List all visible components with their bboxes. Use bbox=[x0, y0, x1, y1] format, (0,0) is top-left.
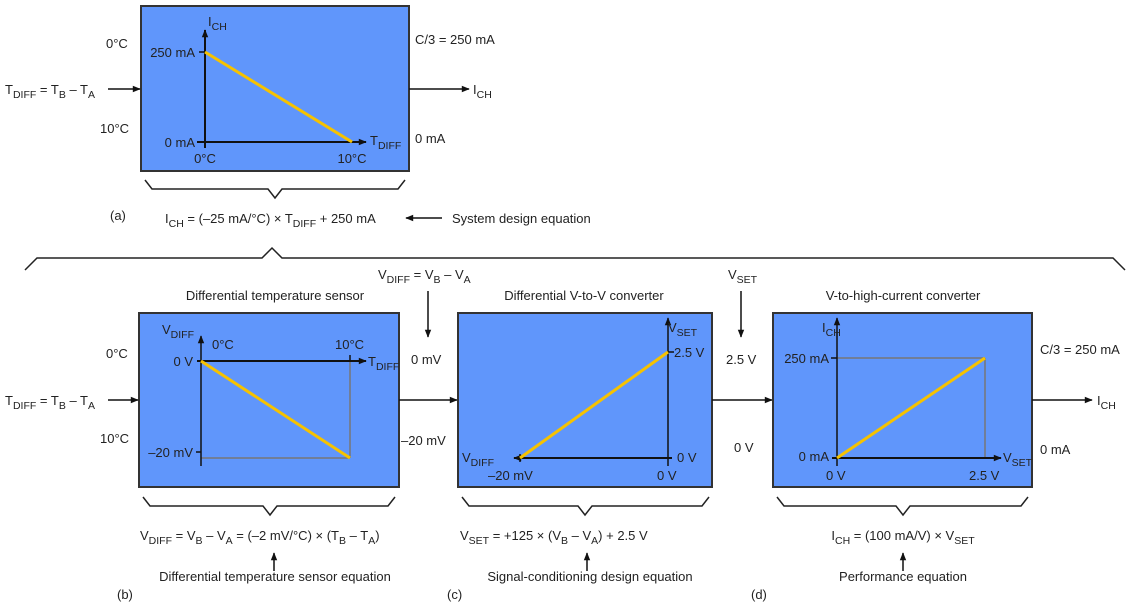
equation: ICH​ = (100 mA/V) × VSET​ bbox=[831, 528, 975, 547]
x-tick-right: 10°C bbox=[337, 151, 366, 166]
signal-bottom: 0 V bbox=[734, 440, 754, 455]
y-tick-top: 2.5 V bbox=[674, 345, 705, 360]
x-tick-left: 0°C bbox=[194, 151, 216, 166]
brace bbox=[776, 496, 1029, 517]
input-top: 0°C bbox=[106, 36, 128, 51]
y-tick-top: 0 V bbox=[173, 354, 193, 369]
transfer-curve bbox=[200, 359, 351, 460]
y-axis-label: ICH​ bbox=[208, 14, 227, 33]
signal-c-to-d: VSET​ 2.5 V 0 V bbox=[712, 267, 773, 455]
y-axis-label: ICH​ bbox=[822, 320, 841, 339]
x-axis-label: TDIFF​ bbox=[368, 354, 399, 373]
brace bbox=[144, 179, 406, 200]
block-title: Differential V-to-V converter bbox=[504, 288, 664, 303]
signal-top: 0 mV bbox=[411, 352, 442, 367]
equation-note: Performance equation bbox=[839, 569, 967, 584]
x-axis-label: VSET​ bbox=[1003, 450, 1033, 469]
equation: ICH​ = (–25 mA/°C) × TDIFF​ + 250 mA bbox=[165, 211, 376, 230]
y-tick-bottom: 0 mA bbox=[165, 135, 196, 150]
panel-label: (a) bbox=[110, 208, 126, 223]
transfer-curve bbox=[836, 356, 986, 460]
output-bottom: 0 mA bbox=[1040, 442, 1071, 457]
transfer-curve bbox=[204, 50, 353, 144]
panel-label: (c) bbox=[447, 587, 462, 602]
output-bottom: 0 mA bbox=[415, 131, 446, 146]
input-label: TDIFF​ = TB​ – TA​ bbox=[5, 82, 95, 101]
y-tick-bottom: 0 mA bbox=[799, 449, 830, 464]
output-top: C/3 = 250 mA bbox=[1040, 342, 1120, 357]
signal-top: 2.5 V bbox=[726, 352, 757, 367]
brace bbox=[461, 496, 710, 517]
converter-block bbox=[457, 312, 713, 488]
equation-note: Signal-conditioning design equation bbox=[487, 569, 692, 584]
output-top: C/3 = 250 mA bbox=[415, 32, 495, 47]
input-bottom: 10°C bbox=[100, 121, 129, 136]
panel-a: ICH​ 250 mA 0 mA 0°C 10°C TDIFF​ 0°C TDI… bbox=[5, 5, 591, 230]
block-title: V-to-high-current converter bbox=[826, 288, 981, 303]
signal-label: VDIFF​ = VB​ – VA​ bbox=[378, 267, 471, 286]
x-tick-right: 2.5 V bbox=[969, 468, 1000, 483]
y-axis-label: VDIFF​ bbox=[162, 322, 194, 341]
output-label: ICH​ bbox=[1097, 393, 1116, 412]
y-tick-bottom: –20 mV bbox=[148, 445, 193, 460]
equation: VSET​ = +125 × (VB​ – VA​) + 2.5 V bbox=[460, 528, 648, 547]
panel-d: V-to-high-current converter ICH​ 250 mA … bbox=[751, 288, 1120, 602]
x-tick-left: 0°C bbox=[212, 337, 234, 352]
signal-b-to-c: VDIFF​ = VB​ – VA​ 0 mV –20 mV bbox=[378, 267, 471, 448]
equation: VDIFF​ = VB​ – VA​ = (–2 mV/°C) × (TB​ –… bbox=[140, 528, 380, 547]
input-label: TDIFF​ = TB​ – TA​ bbox=[5, 393, 95, 412]
block-title: Differential temperature sensor bbox=[186, 288, 365, 303]
x-axis-label: TDIFF​ bbox=[370, 133, 401, 152]
y-tick-top: 250 mA bbox=[784, 351, 829, 366]
x-tick-right: 0 V bbox=[657, 468, 677, 483]
big-brace bbox=[24, 246, 1126, 271]
x-axis-label: VDIFF​ bbox=[462, 450, 494, 469]
transfer-curve bbox=[519, 350, 669, 460]
panel-label: (d) bbox=[751, 587, 767, 602]
y-axis-label: VSET​ bbox=[668, 320, 698, 339]
y-tick-top: 250 mA bbox=[150, 45, 195, 60]
input-bottom: 10°C bbox=[100, 431, 129, 446]
panel-c: Differential V-to-V converter VSET​ 2.5 … bbox=[447, 288, 713, 602]
x-tick-left: –20 mV bbox=[488, 468, 533, 483]
x-tick-right: 10°C bbox=[335, 337, 364, 352]
brace bbox=[142, 496, 396, 517]
equation-note: System design equation bbox=[452, 211, 591, 226]
y-tick-bottom: 0 V bbox=[677, 450, 697, 465]
equation-note: Differential temperature sensor equation bbox=[159, 569, 391, 584]
input-top: 0°C bbox=[106, 346, 128, 361]
signal-label: VSET​ bbox=[728, 267, 758, 286]
panel-b: Differential temperature sensor VDIFF​ 0… bbox=[5, 288, 400, 602]
x-tick-left: 0 V bbox=[826, 468, 846, 483]
panel-label: (b) bbox=[117, 587, 133, 602]
output-label: ICH​ bbox=[473, 82, 492, 101]
signal-bottom: –20 mV bbox=[401, 433, 446, 448]
